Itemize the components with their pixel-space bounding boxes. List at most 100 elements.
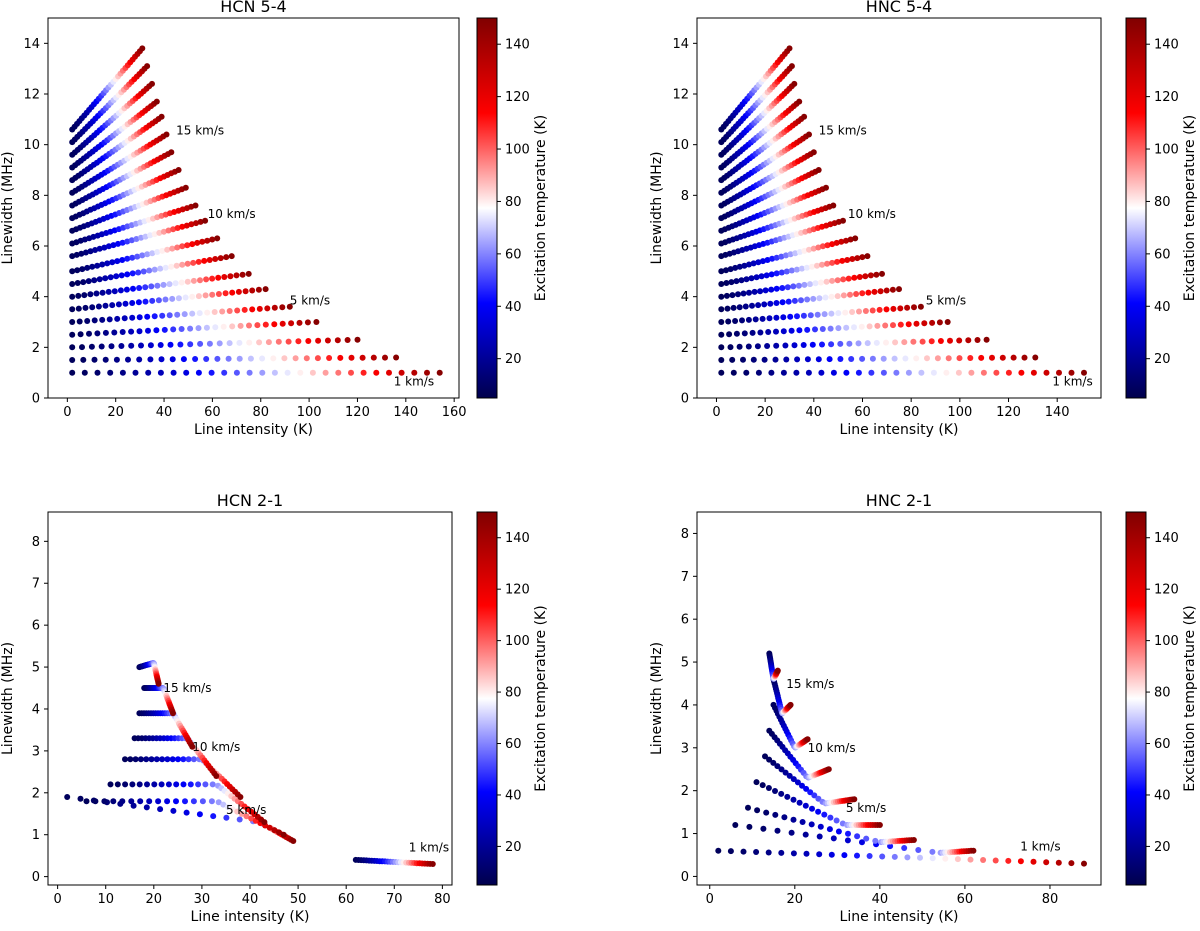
data-point xyxy=(910,338,917,345)
data-point xyxy=(825,766,832,773)
data-point xyxy=(296,319,303,326)
data-point xyxy=(74,267,81,274)
data-point xyxy=(773,342,780,349)
data-point xyxy=(89,304,96,311)
data-point xyxy=(902,355,909,362)
data-point xyxy=(913,320,920,327)
data-point xyxy=(773,270,780,277)
data-point xyxy=(132,369,139,376)
x-tick-label: 20 xyxy=(757,405,774,420)
data-point xyxy=(801,113,808,120)
data-point xyxy=(196,811,203,818)
data-point xyxy=(829,259,836,266)
colorbar-tick-label: 100 xyxy=(1154,143,1179,158)
data-point xyxy=(165,781,172,788)
data-point xyxy=(891,853,898,860)
data-point xyxy=(184,278,191,285)
data-point xyxy=(168,149,175,156)
data-point xyxy=(999,354,1006,361)
data-point xyxy=(854,255,861,262)
data-point xyxy=(209,275,216,282)
data-point xyxy=(788,327,795,334)
data-point xyxy=(753,849,760,855)
data-point xyxy=(64,794,71,800)
data-point xyxy=(225,355,232,362)
data-point xyxy=(222,290,229,297)
data-point xyxy=(880,369,887,376)
data-point xyxy=(246,339,253,346)
data-point xyxy=(182,294,189,301)
data-point xyxy=(766,315,773,322)
data-point xyxy=(822,294,829,301)
data-point xyxy=(262,321,269,328)
data-point xyxy=(1010,354,1017,361)
data-point xyxy=(228,253,235,260)
data-point xyxy=(724,305,731,312)
data-point xyxy=(773,300,780,306)
data-point xyxy=(133,236,140,242)
data-point xyxy=(334,337,341,344)
data-point xyxy=(772,811,779,818)
data-point xyxy=(834,258,841,265)
data-point xyxy=(215,799,222,806)
velocity-annotation: 10 km/s xyxy=(848,207,896,221)
data-point xyxy=(930,369,937,376)
data-point xyxy=(80,356,87,363)
data-point xyxy=(137,756,144,763)
data-point xyxy=(840,217,846,224)
data-point xyxy=(862,273,869,280)
data-point xyxy=(905,321,912,328)
data-point xyxy=(166,312,173,319)
data-point xyxy=(810,149,817,156)
x-tick-label: 140 xyxy=(393,405,418,420)
colorbar-tick-label: 100 xyxy=(505,143,530,158)
data-point xyxy=(1032,354,1039,361)
data-point xyxy=(197,218,204,225)
data-point xyxy=(139,252,146,259)
data-point xyxy=(811,792,818,799)
y-tick-label: 7 xyxy=(681,570,689,585)
data-point xyxy=(128,342,135,349)
data-point xyxy=(74,280,81,286)
data-point xyxy=(69,344,76,351)
colorbar-tick-label: 140 xyxy=(1154,38,1179,53)
data-point xyxy=(788,829,795,836)
data-point xyxy=(890,305,897,312)
data-point xyxy=(177,341,184,348)
data-point xyxy=(154,249,161,255)
data-point xyxy=(768,271,775,278)
data-point xyxy=(82,304,89,311)
data-point xyxy=(807,789,814,796)
x-tick-label: 40 xyxy=(156,405,173,420)
data-point xyxy=(280,831,287,838)
colorbar-tick-label: 120 xyxy=(1154,90,1179,105)
data-point xyxy=(809,341,816,348)
data-point xyxy=(236,355,243,362)
data-point xyxy=(114,258,121,265)
data-point xyxy=(203,324,210,331)
data-point xyxy=(190,798,197,805)
data-point xyxy=(782,342,789,349)
data-point xyxy=(788,267,795,274)
data-point xyxy=(750,260,757,267)
data-point xyxy=(727,344,734,351)
data-point xyxy=(757,288,764,295)
data-point xyxy=(359,354,366,361)
x-tick-label: 20 xyxy=(787,892,804,907)
colorbar-gradient xyxy=(1125,511,1147,886)
x-tick-label: 60 xyxy=(338,892,355,907)
data-point xyxy=(94,369,101,376)
data-point xyxy=(122,781,129,788)
colorbar-tick-label: 120 xyxy=(505,583,530,598)
data-point xyxy=(124,271,131,278)
data-point xyxy=(109,259,116,266)
data-point xyxy=(167,341,174,348)
data-point xyxy=(147,232,154,239)
data-point xyxy=(965,337,972,344)
colorbar-tick-label: 60 xyxy=(505,247,522,262)
data-point xyxy=(208,798,215,805)
colorbar-tick-label: 80 xyxy=(505,195,522,210)
data-point xyxy=(279,320,286,327)
data-point xyxy=(773,314,780,321)
data-point xyxy=(854,852,860,859)
